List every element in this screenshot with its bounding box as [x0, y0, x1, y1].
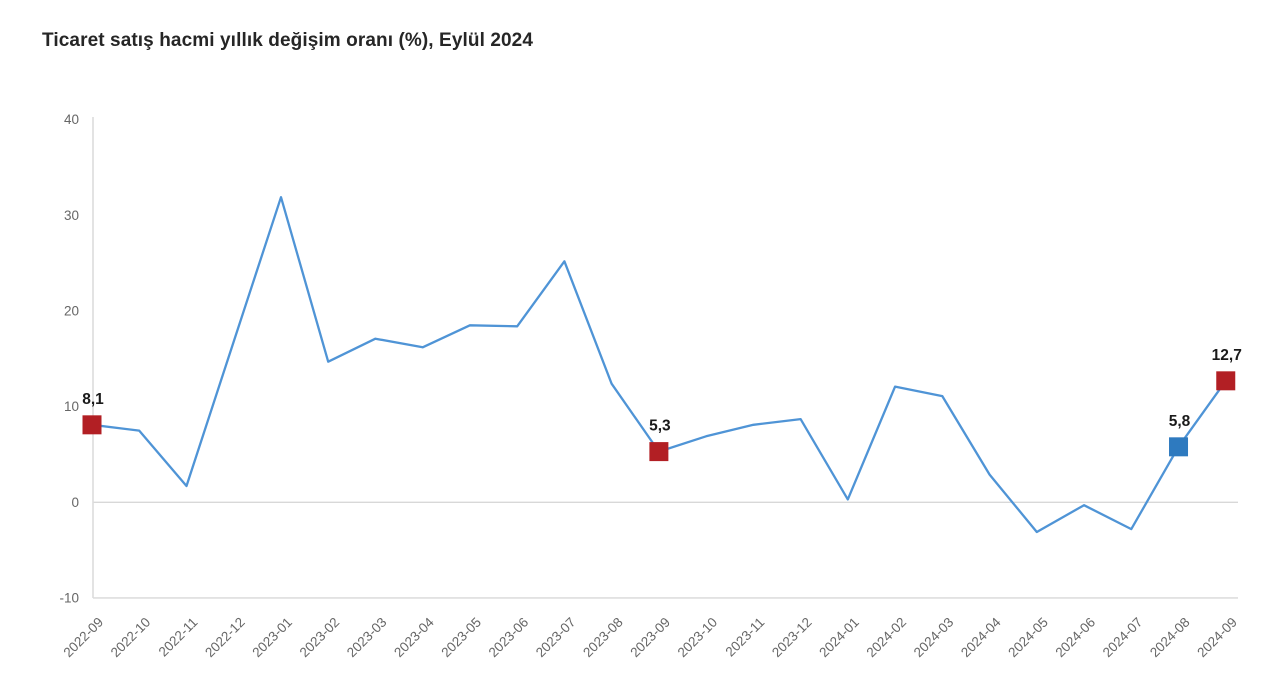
x-axis-tick-label: 2023-11 — [723, 615, 768, 660]
y-axis-tick-label: 40 — [64, 112, 79, 127]
x-axis-tick-label: 2024-09 — [1194, 615, 1240, 661]
data-point-label: 8,1 — [82, 391, 104, 408]
x-axis-tick-label: 2022-09 — [60, 615, 106, 661]
x-axis-tick-label: 2023-09 — [627, 615, 673, 661]
data-point-marker — [649, 442, 669, 462]
x-axis-tick-label: 2023-08 — [580, 615, 626, 661]
y-axis-tick-label: 30 — [64, 208, 79, 223]
x-axis-tick-label: 2023-01 — [249, 615, 295, 661]
y-axis-tick-label: 10 — [64, 399, 79, 414]
x-axis-tick-label: 2023-04 — [391, 614, 437, 660]
x-axis-tick-label: 2024-04 — [958, 614, 1004, 660]
x-axis-tick-label: 2022-12 — [202, 615, 248, 661]
x-axis-tick-label: 2023-03 — [344, 615, 390, 661]
data-point-label: 12,7 — [1212, 347, 1242, 364]
x-axis-tick-label: 2022-11 — [156, 615, 201, 660]
data-point-marker — [1169, 437, 1189, 457]
x-axis-tick-label: 2024-08 — [1147, 615, 1193, 661]
x-axis-tick-label: 2024-03 — [911, 615, 957, 661]
y-axis-tick-label: 0 — [71, 495, 79, 510]
data-point-marker — [1216, 371, 1236, 391]
x-axis-tick-label: 2023-07 — [533, 615, 579, 661]
x-axis-tick-label: 2024-05 — [1005, 615, 1051, 661]
x-axis-tick-label: 2023-05 — [438, 615, 484, 661]
x-axis-tick-label: 2024-02 — [864, 615, 910, 661]
x-axis-tick-label: 2023-12 — [769, 615, 815, 661]
y-axis-tick-label: 20 — [64, 304, 79, 319]
data-point-label: 5,3 — [649, 418, 671, 435]
data-point-marker — [82, 415, 102, 435]
x-axis-tick-label: 2023-10 — [675, 615, 721, 661]
x-axis-tick-label: 2022-10 — [108, 615, 154, 661]
x-axis-tick-label: 2023-02 — [297, 615, 343, 661]
data-point-label: 5,8 — [1169, 413, 1191, 430]
x-axis-tick-label: 2024-01 — [816, 615, 862, 661]
series-line — [90, 196, 1227, 534]
x-axis-tick-label: 2024-06 — [1053, 615, 1099, 661]
chart-title: Ticaret satış hacmi yıllık değişim oranı… — [42, 30, 534, 51]
y-axis-tick-label: -10 — [59, 590, 79, 605]
x-axis-tick-label: 2024-07 — [1100, 615, 1146, 661]
x-axis-tick-label: 2023-06 — [486, 615, 532, 661]
